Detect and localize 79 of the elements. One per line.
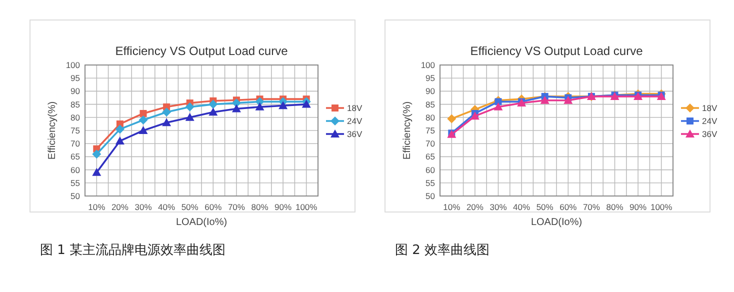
x-tick-label: 50% (536, 202, 554, 212)
y-tick-label: 90 (70, 86, 80, 96)
x-axis-title: LOAD(Io%) (176, 217, 228, 228)
point (540, 96, 550, 104)
chart-title: Efficiency VS Output Load curve (470, 44, 644, 58)
y-tick-label: 65 (426, 152, 436, 162)
point (494, 98, 502, 106)
y-tick-label: 95 (70, 73, 80, 84)
point (162, 108, 172, 117)
point (92, 168, 102, 176)
point (185, 112, 194, 121)
legend-label: 24V (702, 116, 718, 126)
y-tick-label: 70 (70, 138, 80, 149)
legend-label: 18V (702, 103, 718, 113)
chart-title: Efficiency VS Output Load curve (115, 44, 288, 58)
point (278, 101, 288, 110)
y-tick-label: 55 (70, 178, 80, 188)
point (564, 96, 573, 104)
x-tick-label: 50% (181, 202, 199, 212)
y-tick-label: 50 (426, 191, 436, 201)
y-tick-label: 85 (426, 99, 436, 110)
legend-label: 18V (347, 103, 362, 113)
point (232, 104, 241, 112)
y-tick-label: 65 (70, 152, 80, 162)
point (138, 116, 148, 125)
x-tick-label: 100% (650, 202, 673, 212)
x-tick-label: 10% (88, 202, 106, 212)
point (232, 98, 241, 108)
x-tick-label: 20% (466, 202, 484, 212)
x-tick-label: 20% (111, 202, 129, 212)
x-tick-label: 30% (134, 202, 152, 212)
point (185, 102, 194, 112)
point (447, 114, 456, 124)
x-tick-label: 40% (158, 202, 176, 212)
x-tick-label: 100% (295, 202, 318, 212)
y-tick-label: 100 (66, 60, 80, 70)
point (494, 102, 503, 110)
x-tick-label: 60% (204, 202, 222, 212)
point (140, 110, 147, 117)
y-tick-label: 85 (70, 99, 80, 110)
point (162, 118, 172, 126)
x-tick-label: 70% (582, 202, 600, 212)
x-axis-title: LOAD(Io%) (530, 217, 582, 228)
x-tick-label: 10% (443, 202, 461, 212)
y-axis-title: Efficiency(%) (402, 101, 413, 160)
x-tick-label: 80% (606, 202, 624, 212)
x-tick-label: 80% (251, 202, 269, 212)
y-tick-label: 55 (426, 178, 436, 188)
point (302, 100, 311, 108)
y-tick-label: 75 (426, 126, 436, 136)
point (208, 100, 218, 109)
y-tick-label: 75 (70, 126, 80, 136)
legend-label: 36V (347, 129, 362, 139)
caption: 图 1 某主流品牌电源效率曲线图 (40, 242, 226, 258)
y-tick-label: 80 (70, 112, 80, 122)
x-tick-label: 30% (490, 202, 508, 212)
caption: 图 2 效率曲线图 (395, 242, 490, 258)
x-tick-label: 60% (560, 202, 578, 212)
x-tick-label: 90% (274, 202, 292, 212)
y-tick-label: 60 (70, 164, 80, 175)
point (92, 150, 102, 159)
y-tick-label: 80 (426, 112, 436, 122)
point (115, 124, 124, 134)
y-tick-label: 90 (426, 86, 436, 96)
point (255, 102, 264, 110)
y-axis-title: Efficiency(%) (47, 101, 58, 160)
y-tick-label: 50 (70, 191, 80, 201)
point (208, 108, 218, 116)
x-tick-label: 90% (630, 202, 647, 212)
y-tick-label: 95 (426, 73, 436, 84)
legend-label: 36V (702, 129, 718, 139)
x-tick-label: 40% (513, 202, 530, 212)
y-tick-label: 70 (426, 138, 436, 149)
x-tick-label: 70% (228, 202, 246, 212)
y-tick-label: 100 (420, 60, 436, 70)
point (115, 136, 124, 144)
point (138, 126, 148, 134)
y-tick-label: 60 (426, 164, 436, 175)
legend-label: 24V (347, 116, 362, 126)
